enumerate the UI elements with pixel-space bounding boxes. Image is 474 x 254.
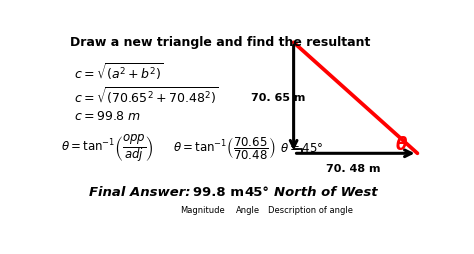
- Text: $c = \sqrt{(a^2 + b^2)}$: $c = \sqrt{(a^2 + b^2)}$: [74, 62, 164, 83]
- Text: Draw a new triangle and find the resultant: Draw a new triangle and find the resulta…: [70, 35, 371, 48]
- Text: $c = \sqrt{(70.65^2 + 70.48^2)}$: $c = \sqrt{(70.65^2 + 70.48^2)}$: [74, 85, 219, 107]
- Text: 99.8 m: 99.8 m: [193, 185, 244, 198]
- Text: North of West: North of West: [274, 185, 378, 198]
- Text: $\theta = 45°$: $\theta = 45°$: [280, 141, 323, 154]
- Text: θ: θ: [395, 136, 407, 154]
- Text: 45°: 45°: [245, 185, 270, 198]
- Text: $c = 99.8\ m$: $c = 99.8\ m$: [74, 110, 141, 123]
- Text: Angle: Angle: [237, 205, 261, 214]
- Text: $\theta = \tan^{-1}\!\left(\dfrac{opp}{adj}\right)$: $\theta = \tan^{-1}\!\left(\dfrac{opp}{a…: [61, 133, 154, 163]
- Text: 70. 48 m: 70. 48 m: [326, 163, 380, 173]
- Text: Description of angle: Description of angle: [268, 205, 354, 214]
- Text: Final Answer:: Final Answer:: [89, 185, 190, 198]
- Text: $\theta = \tan^{-1}\!\left(\dfrac{70.65}{70.48}\right)$: $\theta = \tan^{-1}\!\left(\dfrac{70.65}…: [173, 135, 275, 161]
- Text: Magnitude: Magnitude: [180, 205, 225, 214]
- Text: 70. 65 m: 70. 65 m: [251, 93, 305, 103]
